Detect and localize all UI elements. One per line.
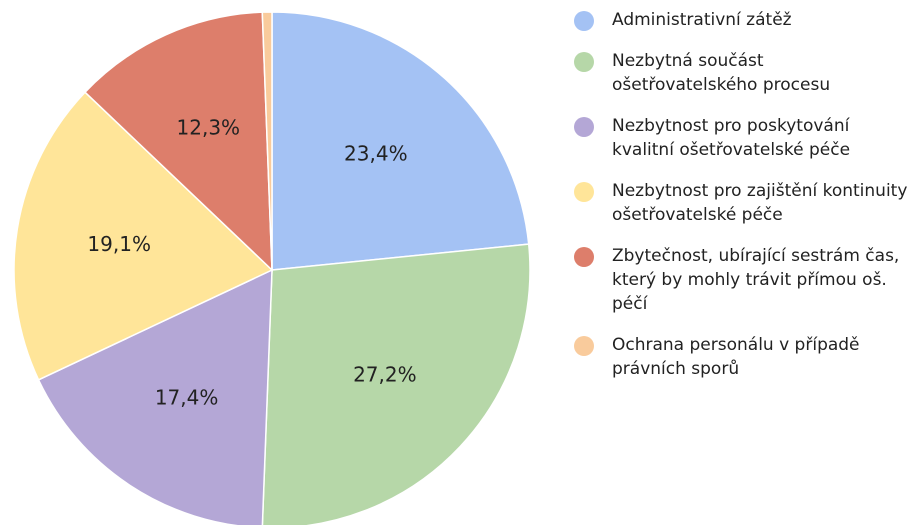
legend-label: Nezbytnost pro poskytování kvalitní ošet…: [612, 116, 851, 160]
legend-swatch: [574, 247, 594, 267]
legend-label: Zbytečnost, ubírající sestrám čas, který…: [612, 246, 900, 314]
data-label: 17,4%: [155, 386, 219, 410]
legend-item: Nezbytná součást ošetřovatelského proces…: [574, 49, 914, 97]
pie-slice: [83, 11, 273, 272]
legend-label: Administrativní zátěž: [612, 10, 792, 30]
chart: 23,4% 27,2% 17,4% 19,1% 12,3%: [13, 11, 531, 525]
pie-slice: [271, 11, 530, 271]
data-label: 19,1%: [87, 232, 151, 256]
legend: Administrativní zátěž Nezbytná součást oš…: [574, 8, 914, 398]
legend-label: Ochrana personálu v případě právních spo…: [612, 335, 860, 379]
legend-label: Nezbytnost pro zajištění kontinuity ošet…: [612, 181, 908, 225]
pie-slice: [13, 91, 274, 381]
legend-item: Zbytečnost, ubírající sestrám čas, který…: [574, 244, 914, 316]
legend-swatch: [574, 11, 594, 31]
legend-label: Nezbytná součást ošetřovatelského proces…: [612, 51, 831, 95]
legend-item: Ochrana personálu v případě právních spo…: [574, 333, 914, 381]
data-label: 27,2%: [353, 362, 417, 386]
legend-swatch: [574, 52, 594, 72]
legend-swatch: [574, 117, 594, 137]
legend-swatch: [574, 336, 594, 356]
legend-item: Administrativní zátěž: [574, 8, 914, 32]
legend-swatch: [574, 182, 594, 202]
legend-item: Nezbytnost pro poskytování kvalitní ošet…: [574, 114, 914, 162]
data-label: 23,4%: [344, 142, 408, 166]
data-label: 12,3%: [177, 115, 241, 139]
legend-item: Nezbytnost pro zajištění kontinuity ošet…: [574, 179, 914, 227]
pie-slice: [261, 11, 273, 271]
pie-slice: [261, 243, 531, 525]
